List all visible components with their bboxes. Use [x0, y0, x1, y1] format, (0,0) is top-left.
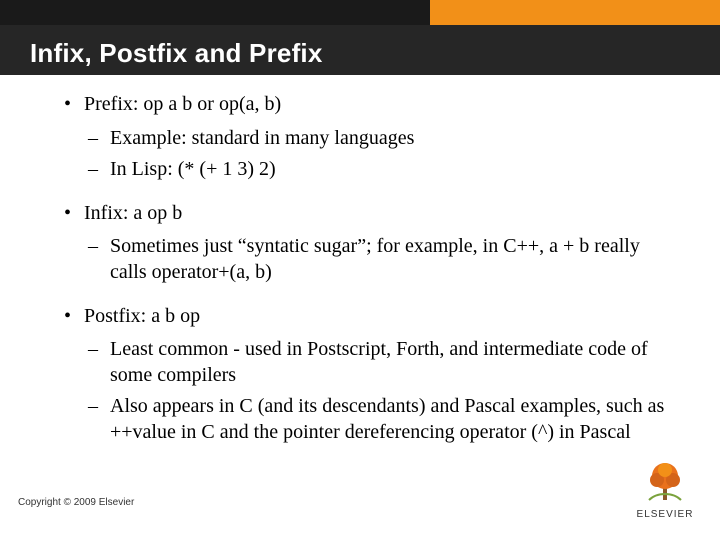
bullet-text: Prefix: op a b or op(a, b) [84, 93, 281, 115]
tree-icon [643, 458, 687, 502]
bullet-text: Infix: a op b [84, 202, 182, 224]
bullet-l2: Also appears in C (and its descendants) … [88, 394, 680, 445]
copyright-text: Copyright © 2009 Elsevier [18, 497, 134, 508]
bullet-group: Prefix: op a b or op(a, b) Example: stan… [64, 92, 680, 183]
bullet-text: Sometimes just “syntatic sugar”; for exa… [110, 235, 640, 283]
bullet-l2: Sometimes just “syntatic sugar”; for exa… [88, 234, 680, 285]
slide-content: Prefix: op a b or op(a, b) Example: stan… [64, 92, 680, 464]
bullet-text: Least common - used in Postscript, Forth… [110, 338, 648, 386]
bullet-text: Also appears in C (and its descendants) … [110, 395, 664, 443]
bullet-l2: Example: standard in many languages [88, 126, 680, 152]
title-band: Infix, Postfix and Prefix [0, 25, 720, 75]
bullet-group: Infix: a op b Sometimes just “syntatic s… [64, 201, 680, 286]
slide: Infix, Postfix and Prefix Prefix: op a b… [0, 0, 720, 540]
bullet-text: Example: standard in many languages [110, 127, 414, 149]
publisher-logo: ELSEVIER [630, 458, 700, 520]
bullet-l2: Least common - used in Postscript, Forth… [88, 337, 680, 388]
bullet-text: In Lisp: (* (+ 1 3) 2) [110, 158, 276, 180]
bullet-l2: In Lisp: (* (+ 1 3) 2) [88, 157, 680, 183]
bullet-l1: Prefix: op a b or op(a, b) [64, 92, 680, 118]
bullet-l1: Postfix: a b op [64, 304, 680, 330]
bullet-text: Postfix: a b op [84, 305, 200, 327]
topbar-orange [430, 0, 720, 25]
logo-label: ELSEVIER [630, 509, 700, 520]
bullet-group: Postfix: a b op Least common - used in P… [64, 304, 680, 446]
slide-title: Infix, Postfix and Prefix [30, 38, 323, 69]
bullet-l1: Infix: a op b [64, 201, 680, 227]
